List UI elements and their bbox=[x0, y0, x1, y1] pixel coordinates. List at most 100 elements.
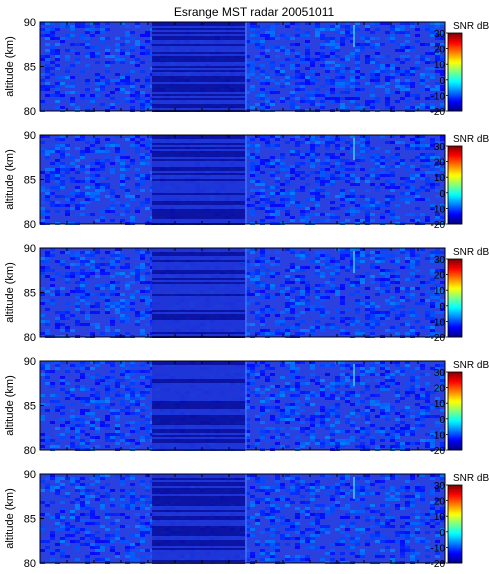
colorbar-segment bbox=[448, 149, 462, 153]
colorbar-tick-label: 30 bbox=[434, 142, 446, 153]
colorbar-segment bbox=[448, 169, 462, 172]
heatmap-1 bbox=[40, 22, 445, 112]
colorbar-segment bbox=[448, 194, 462, 198]
colorbar-segment bbox=[448, 163, 462, 166]
colorbar-segment bbox=[448, 177, 462, 180]
colorbar-segment bbox=[448, 38, 462, 42]
colorbar-segment bbox=[448, 315, 462, 318]
colorbar-tick-label: 30 bbox=[434, 481, 446, 492]
colorbar-segment bbox=[448, 64, 462, 67]
colorbar-tick-label: 0 bbox=[439, 76, 445, 87]
colorbar-segment bbox=[448, 383, 462, 387]
y-tick-label: 80 bbox=[24, 445, 36, 457]
colorbar-segment bbox=[448, 36, 462, 40]
colorbar-segment bbox=[448, 539, 462, 543]
colorbar-segment bbox=[448, 317, 462, 320]
colorbar-segment bbox=[448, 266, 462, 270]
colorbar-segment bbox=[448, 426, 462, 430]
colorbar-segment bbox=[448, 561, 462, 564]
colorbar-segment bbox=[448, 395, 462, 398]
y-tick-label: 80 bbox=[24, 558, 36, 570]
colorbar-segment bbox=[448, 512, 462, 515]
colorbar-segment bbox=[448, 146, 462, 149]
colorbar-tick-label: 10 bbox=[434, 173, 446, 184]
colorbar-segment bbox=[448, 274, 462, 278]
y-tick-label: 90 bbox=[24, 243, 36, 255]
colorbar-segment bbox=[448, 147, 462, 151]
colorbar-segment bbox=[448, 206, 462, 209]
colorbar-segment bbox=[448, 34, 462, 38]
colorbar-segment bbox=[448, 190, 462, 194]
colorbar-segment bbox=[448, 444, 462, 447]
colorbar-segment bbox=[448, 44, 462, 48]
colorbar-segment bbox=[448, 185, 462, 188]
colorbar-segment bbox=[448, 83, 462, 87]
colorbar-segment bbox=[448, 103, 462, 106]
colorbar-segment bbox=[448, 56, 462, 59]
colorbar-tick-label: -20 bbox=[431, 333, 446, 344]
colorbar-segment bbox=[448, 276, 462, 279]
colorbar-segment bbox=[448, 527, 462, 531]
colorbar-segment bbox=[448, 33, 462, 36]
colorbar-segment bbox=[448, 309, 462, 313]
colorbar-segment bbox=[448, 448, 462, 451]
colorbar-segment bbox=[448, 389, 462, 392]
colorbar-segment bbox=[448, 422, 462, 426]
colorbar-segment bbox=[448, 66, 462, 69]
colorbar-segment bbox=[448, 196, 462, 200]
colorbar-tick-label: -20 bbox=[431, 559, 446, 570]
colorbar-segment bbox=[448, 290, 462, 293]
colorbar-segment bbox=[448, 165, 462, 168]
colorbar-segment bbox=[448, 77, 462, 81]
colorbar-segment bbox=[448, 70, 462, 73]
colorbar-tick-label: -10 bbox=[431, 204, 446, 215]
colorbar-segment bbox=[448, 432, 462, 435]
y-tick-label: 85 bbox=[24, 514, 36, 526]
colorbar-segment bbox=[448, 292, 462, 295]
colorbar-segment bbox=[448, 259, 462, 262]
colorbar-segment bbox=[448, 438, 462, 441]
colorbar-segment bbox=[448, 405, 462, 408]
colorbar-segment bbox=[448, 270, 462, 274]
colorbar-segment bbox=[448, 58, 462, 61]
colorbar-segment bbox=[448, 288, 462, 291]
colorbar-frame bbox=[447, 32, 463, 112]
colorbar-segment bbox=[448, 420, 462, 424]
colorbar-segment bbox=[448, 555, 462, 558]
colorbar-segment bbox=[448, 533, 462, 537]
y-axis-label: altitude (km) bbox=[4, 149, 16, 210]
colorbar-3: SNR dB 30 20 10 0 -10 -20 bbox=[431, 247, 489, 344]
colorbar-segment bbox=[448, 543, 462, 546]
colorbar-segment bbox=[448, 202, 462, 205]
colorbar-tick-label: 10 bbox=[434, 399, 446, 410]
colorbar-segment bbox=[448, 525, 462, 529]
heatmap-4 bbox=[40, 361, 445, 451]
colorbar-segment bbox=[448, 502, 462, 505]
colorbar-segment bbox=[448, 173, 462, 176]
panel-5: 80 85 90 altitude (km) SNR dB 30 20 10 0 -10 -20 bbox=[4, 469, 489, 570]
colorbar-tick-label: -20 bbox=[431, 220, 446, 231]
colorbar-segment bbox=[448, 216, 462, 219]
y-axis-label: altitude (km) bbox=[4, 375, 16, 436]
colorbar-segment bbox=[448, 260, 462, 264]
colorbar-segment bbox=[448, 161, 462, 165]
colorbar-segment bbox=[448, 188, 462, 192]
colorbar-5: SNR dB 30 20 10 0 -10 -20 bbox=[431, 473, 489, 570]
colorbar-segment bbox=[448, 524, 462, 527]
colorbar-tick-label: -20 bbox=[431, 107, 446, 118]
colorbar-segment bbox=[448, 559, 462, 562]
colorbar-segment bbox=[448, 520, 462, 523]
colorbar-tick-label: 20 bbox=[434, 158, 446, 169]
colorbar-segment bbox=[448, 373, 462, 377]
colorbar-segment bbox=[448, 436, 462, 439]
colorbar-segment bbox=[448, 181, 462, 184]
colorbar-label: SNR dB bbox=[453, 134, 489, 145]
colorbar-tick-label: 0 bbox=[439, 189, 445, 200]
colorbar-segment bbox=[448, 311, 462, 315]
colorbar-tick-label: 10 bbox=[434, 512, 446, 523]
colorbar-segment bbox=[448, 531, 462, 535]
colorbar-segment bbox=[448, 272, 462, 276]
y-tick-label: 90 bbox=[24, 17, 36, 29]
colorbar-segment bbox=[448, 212, 462, 215]
colorbar-segment bbox=[448, 60, 462, 63]
